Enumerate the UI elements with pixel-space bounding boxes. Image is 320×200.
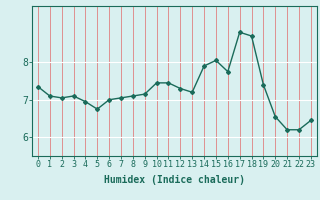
X-axis label: Humidex (Indice chaleur): Humidex (Indice chaleur) xyxy=(104,175,245,185)
